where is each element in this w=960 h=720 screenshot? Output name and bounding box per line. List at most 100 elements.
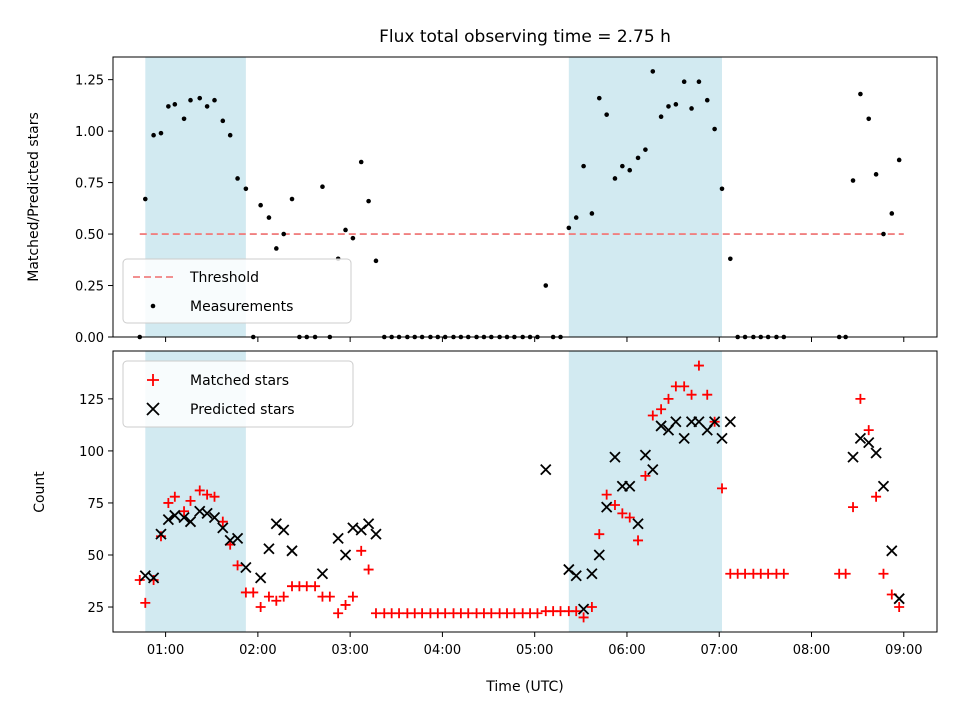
predicted-star-point-10 — [217, 522, 229, 534]
measurement-point-69 — [666, 104, 671, 109]
matched-star-point-28 — [347, 591, 358, 602]
matched-star-point-93 — [894, 602, 905, 613]
measurement-point-61 — [604, 112, 609, 117]
matched-star-point-72 — [686, 389, 697, 400]
measurement-point-13 — [235, 176, 240, 181]
matched-star-point-90 — [871, 491, 882, 502]
matched-star-point-64 — [624, 512, 635, 523]
predicted-star-point-53 — [877, 480, 890, 492]
predicted-star-point-46 — [708, 416, 721, 428]
matched-star-point-87 — [848, 502, 859, 513]
measurement-point-88 — [858, 91, 863, 97]
measurement-point-58 — [581, 163, 586, 169]
measurement-point-11 — [220, 118, 226, 124]
measurement-point-27 — [343, 227, 348, 233]
measurement-point-75 — [712, 126, 717, 132]
measurement-point-6 — [181, 116, 187, 122]
matched-star-point-76 — [717, 483, 728, 494]
top-axes-frame — [112, 56, 938, 338]
predicted-star-point-51 — [863, 436, 875, 449]
bottom-xlabel: Time (UTC) — [485, 679, 563, 695]
matched-star-point-57 — [571, 606, 582, 617]
measurement-point-1 — [142, 196, 148, 202]
matched-star-point-0 — [134, 574, 145, 585]
predicted-star-point-47 — [716, 432, 728, 445]
matched-star-point-73 — [693, 360, 704, 371]
measurement-point-60 — [596, 95, 602, 101]
measurement-point-14 — [243, 186, 249, 192]
predicted-star-point-54 — [886, 545, 898, 557]
bottom-axes-frame — [112, 350, 938, 633]
predicted-star-point-19 — [316, 568, 329, 580]
legend-threshold-label: Threshold — [189, 270, 259, 286]
predicted-star-point-35 — [624, 480, 636, 492]
predicted-star-point-36 — [632, 518, 644, 530]
top-ytick-label-1: 0.25 — [75, 280, 104, 295]
bottom-ylabel: Count — [32, 471, 48, 513]
measurement-point-12 — [227, 132, 233, 138]
measurement-point-87 — [850, 178, 856, 183]
bottom-ytick-label-0: 25 — [87, 601, 104, 616]
legend-matched-label: Matched stars — [190, 373, 289, 389]
legend-measurements-swatch — [150, 303, 156, 309]
measurement-point-59 — [589, 211, 595, 216]
top-legend: Threshold Measurements — [122, 258, 352, 324]
top-ytick-label-4: 1.00 — [75, 125, 104, 140]
measurement-point-16 — [258, 202, 263, 208]
measurement-point-4 — [166, 104, 171, 109]
measurement-point-57 — [573, 215, 579, 220]
measurement-point-56 — [566, 225, 572, 231]
predicted-star-point-32 — [601, 501, 613, 513]
predicted-star-point-11 — [224, 534, 236, 547]
measurement-point-53 — [543, 283, 549, 288]
measurement-point-19 — [281, 231, 287, 237]
bottom-xtick-label-2: 03:00 — [331, 643, 368, 658]
predicted-star-point-30 — [586, 568, 598, 580]
predicted-star-point-5 — [178, 511, 190, 524]
measurement-point-31 — [373, 258, 379, 264]
top-ylabel: Matched/Predicted stars — [26, 112, 42, 282]
bottom-ytick-label-1: 50 — [87, 549, 104, 564]
measurement-point-7 — [188, 97, 193, 103]
measurement-point-67 — [650, 69, 656, 74]
predicted-star-point-28 — [570, 570, 582, 582]
matched-star-point-29 — [356, 545, 367, 556]
bottom-xtick-label-1: 02:00 — [239, 643, 276, 658]
measurement-point-29 — [358, 159, 364, 165]
matched-star-point-26 — [333, 608, 344, 619]
matched-star-point-18 — [271, 595, 282, 606]
predicted-star-point-55 — [893, 593, 905, 605]
matched-star-point-86 — [840, 568, 851, 579]
measurement-point-65 — [635, 155, 641, 161]
matched-star-point-67 — [647, 410, 658, 421]
bottom-ytick-label-3: 100 — [79, 445, 104, 460]
top-legend-box — [122, 258, 352, 324]
measurement-point-9 — [204, 104, 210, 109]
top-ytick-label-3: 0.75 — [75, 177, 104, 192]
predicted-star-point-18 — [286, 545, 298, 557]
matched-star-point-58 — [578, 612, 589, 623]
predicted-star-point-26 — [540, 464, 552, 476]
bottom-xtick-label-0: 01:00 — [147, 643, 184, 658]
predicted-star-point-7 — [194, 505, 206, 517]
bottom-xtick-label-4: 05:00 — [516, 643, 553, 658]
measurement-point-76 — [719, 186, 725, 192]
matched-star-point-65 — [633, 535, 644, 546]
bottom-xtick-label-8: 09:00 — [885, 643, 922, 658]
predicted-star-point-12 — [231, 532, 244, 544]
matched-star-point-61 — [601, 489, 612, 500]
matched-star-point-62 — [609, 500, 620, 511]
predicted-star-point-17 — [278, 524, 290, 536]
top-panel: 0.00 0.25 0.50 0.75 1.00 1.25 — [75, 56, 938, 346]
measurement-point-2 — [151, 132, 156, 138]
measurement-point-93 — [896, 157, 902, 163]
chart-title: Flux total observing time = 2.75 h — [379, 27, 671, 47]
predicted-star-point-0 — [139, 570, 151, 582]
matched-star-point-30 — [363, 564, 374, 575]
bottom-ytick-label-4: 125 — [79, 393, 104, 408]
matched-star-point-84 — [778, 568, 789, 579]
matched-star-point-5 — [169, 491, 180, 502]
bottom-xtick-label-5: 06:00 — [608, 643, 645, 658]
measurement-point-8 — [197, 95, 203, 101]
